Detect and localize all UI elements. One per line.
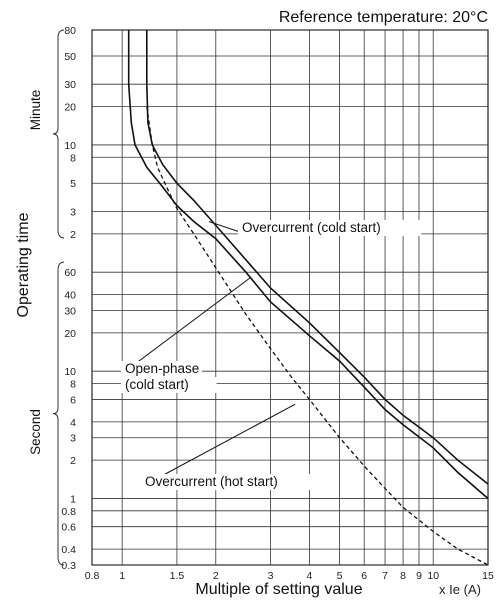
label-overcurrent-cold-bg [238,220,422,236]
label-open-phase-text: Open-phase [125,361,199,376]
y-tick-label: 2 [70,229,76,241]
y-tick-label: 6 [70,394,76,406]
y-tick-label: 2 [70,455,76,467]
label-open-phase-bg [121,377,217,393]
tick-labels: 0.8 1 1.5 2 3 4 5 6 7 8 9 10 15805030201085326040302… [61,25,494,582]
y-tick-label: 0.4 [61,544,76,556]
y-tick-label: 20 [64,328,76,340]
curve-0 [146,30,489,485]
x-tick-label: 1 [119,570,125,582]
label-overcurrent-hot-leader [142,403,296,487]
x-tick-label: 9 [416,570,422,582]
label-open-phase: Open-phase(cold start) [121,361,217,393]
second-brace [52,261,65,566]
y-tick-label: 5 [70,178,76,190]
curve-2 [146,106,489,566]
x-tick-label: 7 [382,570,388,582]
label-overcurrent-hot-bg [141,474,317,490]
y-tick-label: 50 [64,51,76,63]
y-tick-label: 8 [70,379,76,391]
y-tick-label: 4 [70,417,76,429]
minute-brace [52,29,65,239]
y-tick-label: 3 [70,206,76,218]
label-open-phase-bg [121,361,202,377]
x-tick-label: 4 [307,570,313,582]
label-open-phase-text: (cold start) [125,377,189,392]
y-tick-label: 80 [64,25,76,37]
curve-1 [127,30,489,500]
x-tick-label: 6 [361,570,367,582]
y-tick-label: 3 [70,433,76,445]
y-tick-label: 30 [64,79,76,91]
y-tick-label: 0.8 [61,506,76,518]
x-tick-label: 5 [337,570,343,582]
y-tick-label: 10 [64,140,76,152]
label-overcurrent-hot-text: Overcurrent (hot start) [145,474,278,489]
curves [127,30,489,566]
y-tick-label: 0.6 [61,522,76,534]
y-tick-label: 30 [64,305,76,317]
y-tick-label: 20 [64,102,76,114]
x-tick-label: 10 [427,570,439,582]
x-tick-label: 1.5 [170,570,185,582]
label-overcurrent-cold-text: Overcurrent (cold start) [242,220,381,235]
label-overcurrent-cold: Overcurrent (cold start) [238,220,422,236]
second-group-label: Second [28,409,43,455]
y-axis-label: Operating time [15,212,32,317]
x-tick-label: 0.8 [85,570,100,582]
label-open-phase-leader [122,276,252,374]
x-tick-label: 8 [400,570,406,582]
y-tick-label: 0.3 [61,560,76,572]
chart-title: Reference temperature: 20°C [279,9,488,26]
x-axis-label: Multiple of setting value [195,581,362,598]
y-tick-label: 40 [64,290,76,302]
annotations: Overcurrent (cold start) Open-phase(cold … [121,220,422,490]
label-overcurrent-cold-leader [208,221,241,233]
y-tick-label: 60 [64,267,76,279]
y-tick-label: 10 [64,366,76,378]
y-tick-label: 8 [70,152,76,164]
x-tick-label: 2 [213,570,219,582]
minute-group-label: Minute [28,90,43,131]
x-axis-unit: x Ie (A) [439,582,481,597]
x-tick-label: 3 [268,570,274,582]
label-overcurrent-hot: Overcurrent (hot start) [141,474,317,490]
x-tick-label: 15 [482,570,494,582]
y-tick-label: 1 [70,493,76,505]
